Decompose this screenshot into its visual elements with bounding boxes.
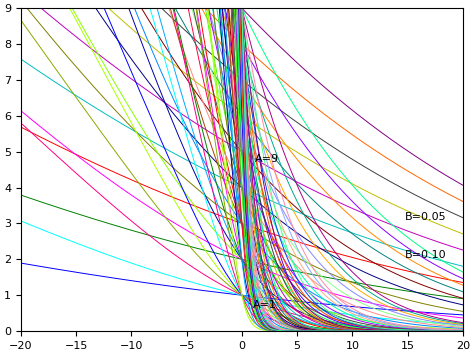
Text: A=1: A=1	[253, 300, 277, 310]
Text: A=9: A=9	[255, 154, 279, 164]
Text: B=0.10: B=0.10	[405, 250, 447, 260]
Text: B=0.05: B=0.05	[405, 212, 447, 222]
